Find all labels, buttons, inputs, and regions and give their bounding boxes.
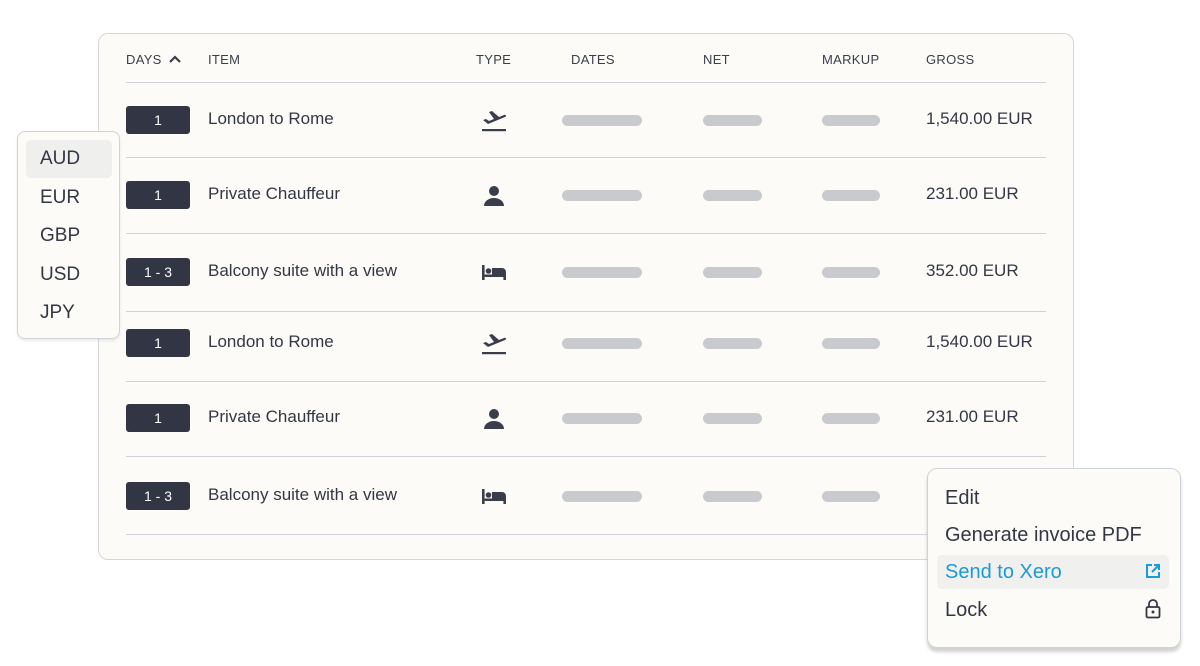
currency-option-eur[interactable]: EUR [40,186,81,208]
days-badge: 1 [126,181,190,209]
gross-value: 231.00 EUR [926,407,1019,426]
item-name: Private Chauffeur [208,184,340,203]
item-name: Private Chauffeur [208,407,340,426]
markup-placeholder [822,338,880,349]
lock-open-icon [1145,599,1161,619]
table-row[interactable]: 1 London to Rome 1,540.00 EUR [0,329,1200,383]
days-badge: 1 - 3 [126,482,190,510]
net-placeholder [703,267,762,278]
bed-icon [480,483,508,509]
menu-item-send-to-xero[interactable]: Send to Xero [937,555,1169,589]
markup-placeholder [822,115,880,126]
divider [126,534,1046,535]
menu-item-generate-invoice[interactable]: Generate invoice PDF [945,524,1142,546]
bed-icon [480,259,508,285]
item-name: London to Rome [208,332,334,351]
table-row[interactable]: 1 Private Chauffeur 231.00 EUR [0,404,1200,458]
menu-item-edit[interactable]: Edit [945,487,980,509]
dates-placeholder [562,491,642,502]
currency-option-usd[interactable]: USD [40,263,81,285]
currency-option-jpy[interactable]: JPY [40,302,75,323]
header-net: NET [703,52,730,67]
divider [126,233,1046,234]
net-placeholder [703,190,762,201]
person-icon [480,405,508,431]
header-days[interactable]: DAYS [126,52,182,67]
currency-option-gbp[interactable]: GBP [40,225,81,246]
flight-departure-icon [480,107,508,133]
header-item: ITEM [208,52,241,67]
menu-item-lock[interactable]: Lock [937,593,1169,627]
header-markup: MARKUP [822,52,880,67]
header-type: TYPE [476,52,512,67]
gross-value: 1,540.00 EUR [926,332,1033,351]
dates-placeholder [562,190,642,201]
item-name: Balcony suite with a view [208,261,397,280]
item-name: Balcony suite with a view [208,485,397,504]
dates-placeholder [562,413,642,424]
dates-placeholder [562,338,642,349]
days-badge: 1 [126,329,190,357]
external-link-icon [1146,564,1160,578]
header-gross: GROSS [926,52,975,67]
markup-placeholder [822,267,880,278]
markup-placeholder [822,491,880,502]
currency-option-aud[interactable]: AUD [26,140,112,178]
currency-dropdown: AUD EUR GBP USD JPY [17,131,120,339]
divider [126,82,1046,83]
table-row[interactable]: 1 - 3 Balcony suite with a view 352.00 E… [0,258,1200,312]
context-menu: Edit Generate invoice PDF Send to Xero L… [927,468,1181,648]
divider [126,381,1046,382]
gross-value: 352.00 EUR [926,261,1019,280]
net-placeholder [703,338,762,349]
divider [126,311,1046,312]
chevron-up-icon [168,55,181,63]
divider [126,456,1046,457]
markup-placeholder [822,190,880,201]
gross-value: 231.00 EUR [926,184,1019,203]
item-name: London to Rome [208,109,334,128]
days-badge: 1 [126,106,190,134]
flight-departure-icon [480,330,508,356]
gross-value: 1,540.00 EUR [926,109,1033,128]
person-icon [480,182,508,208]
markup-placeholder [822,413,880,424]
table-row[interactable]: 1 - 3 Balcony suite with a view [0,482,1200,536]
days-badge: 1 [126,404,190,432]
table-row[interactable]: 1 Private Chauffeur 231.00 EUR [0,181,1200,235]
days-badge: 1 - 3 [126,258,190,286]
net-placeholder [703,491,762,502]
dates-placeholder [562,115,642,126]
header-dates: DATES [571,52,615,67]
table-row[interactable]: 1 London to Rome 1,540.00 EUR [0,106,1200,160]
dates-placeholder [562,267,642,278]
net-placeholder [703,413,762,424]
net-placeholder [703,115,762,126]
divider [126,157,1046,158]
